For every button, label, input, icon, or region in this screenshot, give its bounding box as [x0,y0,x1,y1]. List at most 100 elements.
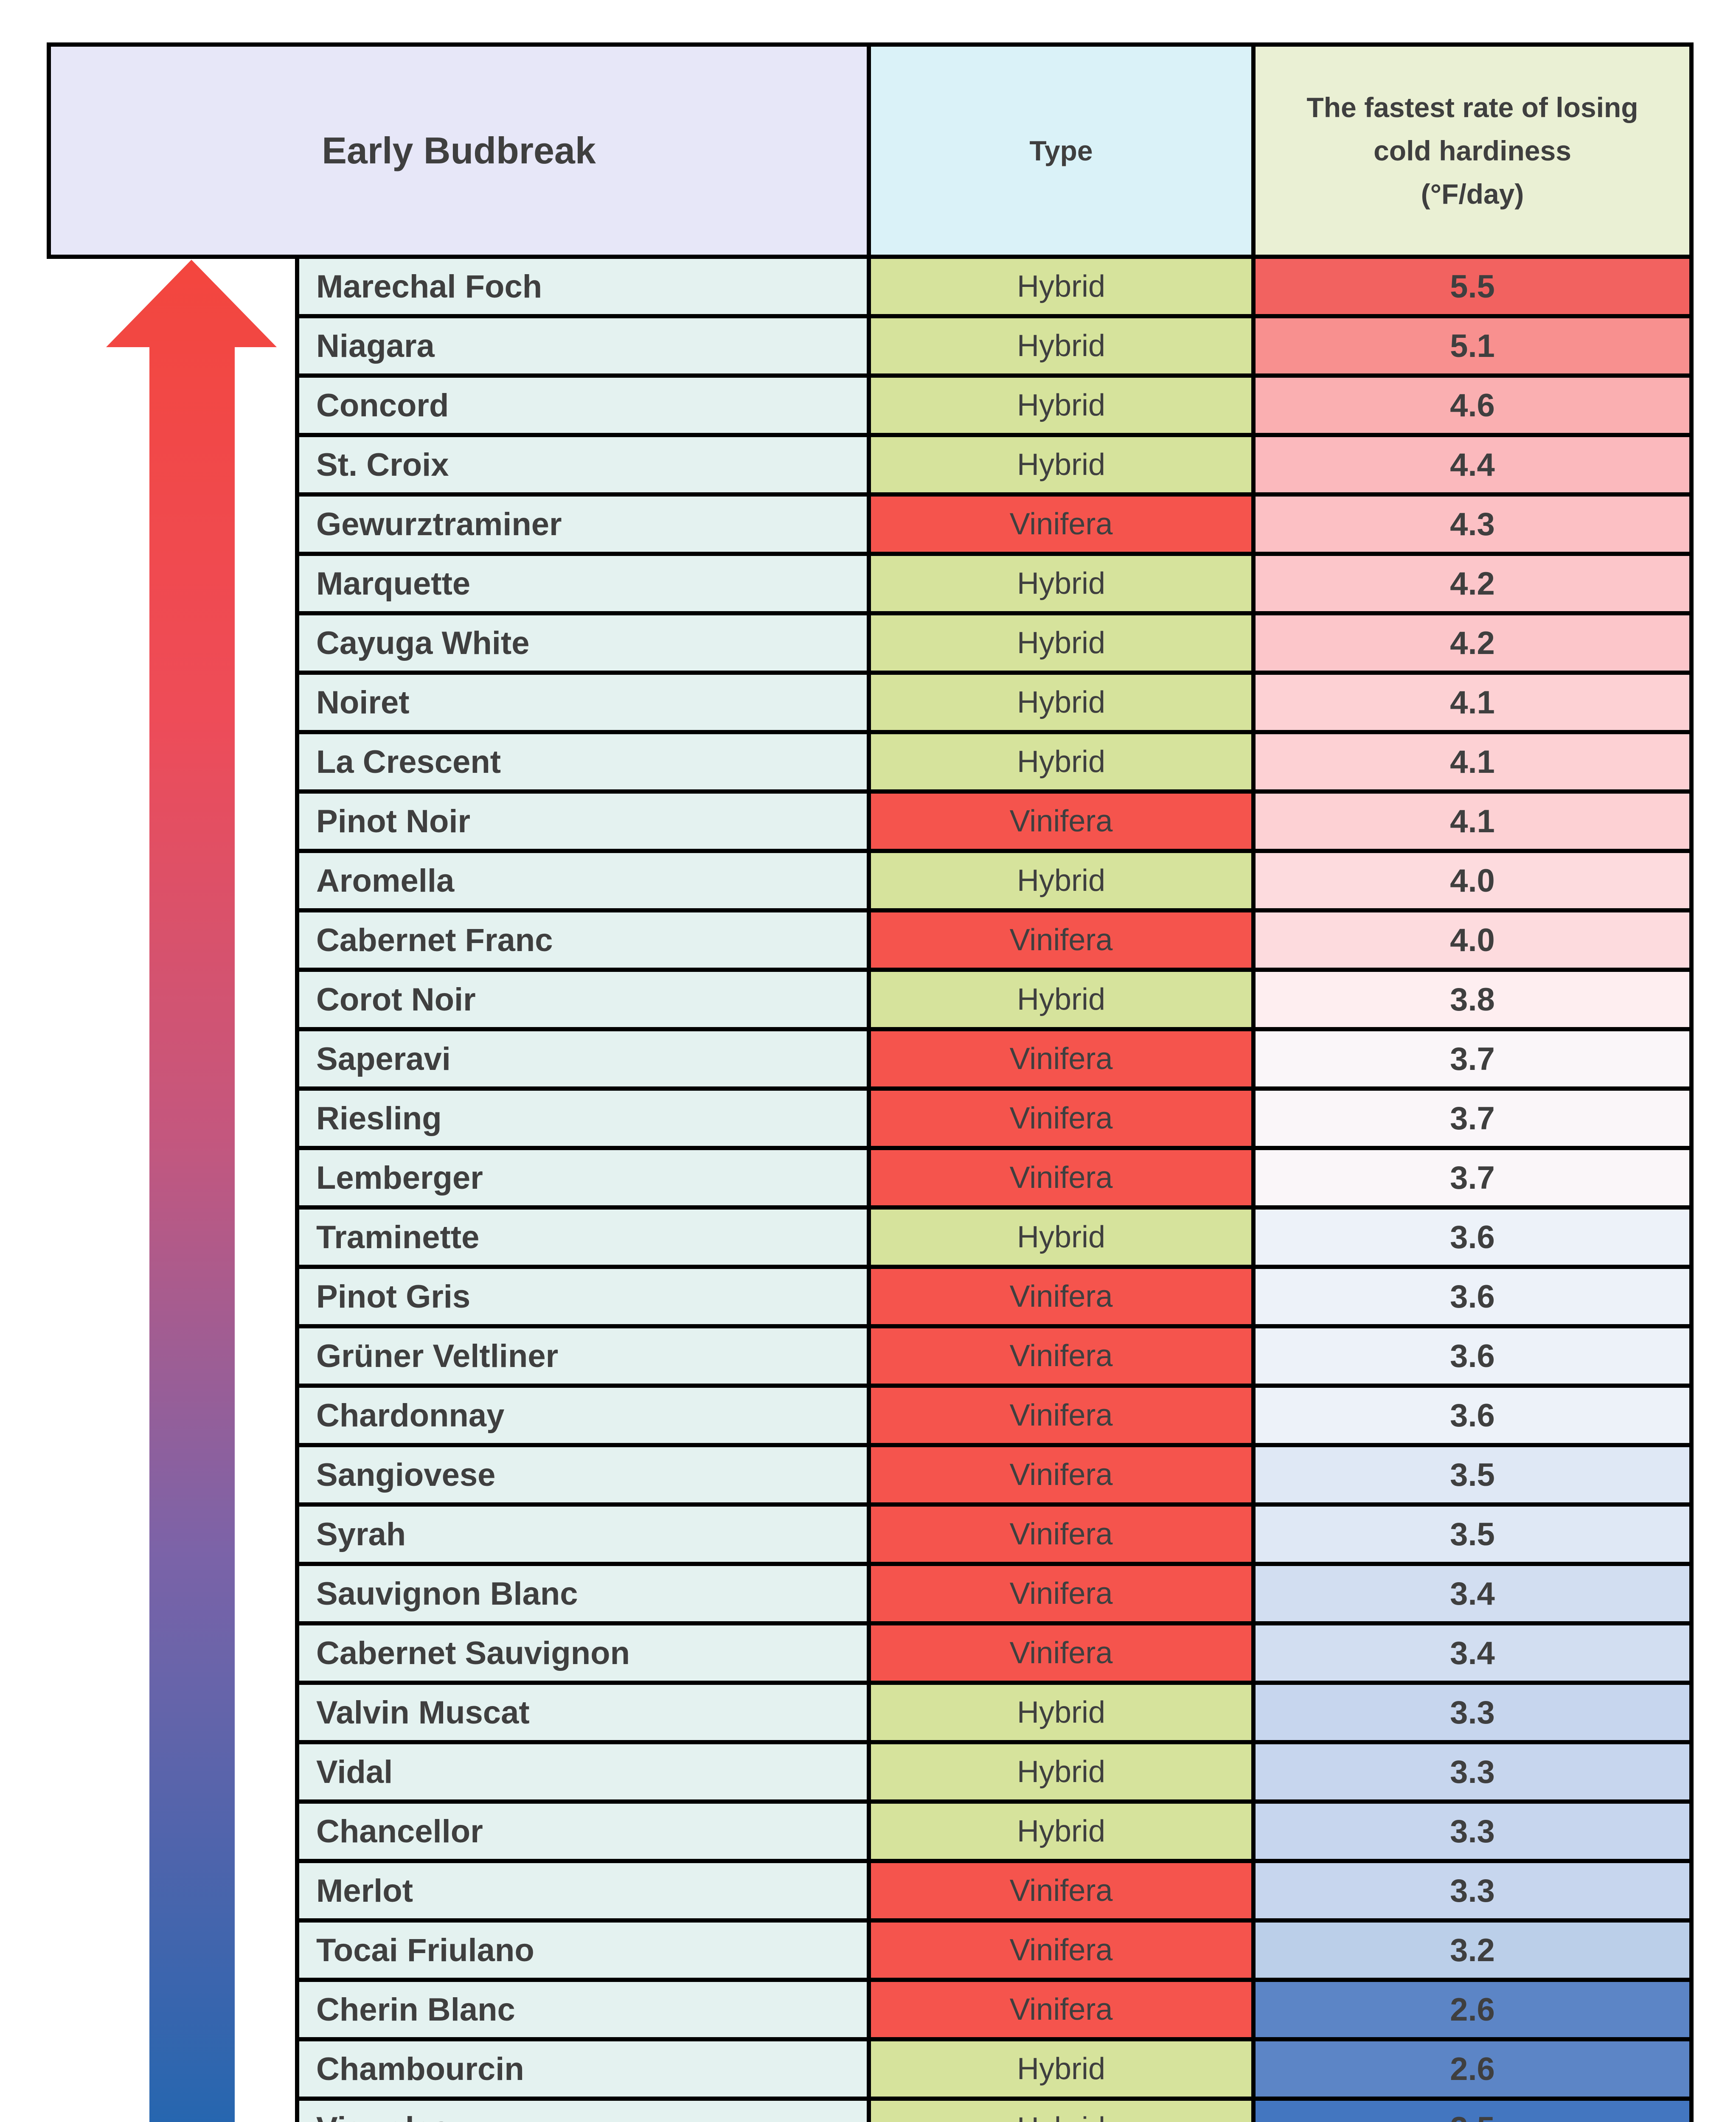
table-row: Marechal Foch Hybrid 5.5 [47,259,1694,318]
table-row: Lemberger Vinifera 3.7 [47,1150,1694,1210]
variety-name-cell: Grüner Veltliner [295,1328,871,1388]
hardiness-rate-cell: 3.3 [1256,1685,1694,1744]
table-row: VignolesHybrid2.5 [47,2101,1694,2122]
table-row: Chambourcin Hybrid 2.6 [47,2041,1694,2101]
variety-name-cell: Pinot Noir [295,794,871,853]
hardiness-rate-cell: 3.6 [1256,1388,1694,1447]
arrow-gutter [47,794,295,853]
table-row: Saperavi Vinifera 3.7 [47,1031,1694,1091]
variety-name-cell: Valvin Muscat [295,1685,871,1744]
variety-type-cell: Vinifera [871,1091,1256,1150]
hardiness-rate-cell: 3.6 [1256,1269,1694,1328]
variety-type-cell: Hybrid [871,2101,1256,2122]
variety-name-cell: Cabernet Sauvignon [295,1625,871,1685]
variety-name-cell: Corot Noir [295,972,871,1031]
variety-name-cell: Chancellor [295,1804,871,1863]
hardiness-rate-cell: 4.0 [1256,853,1694,912]
variety-type-cell: Vinifera [871,1507,1256,1566]
hardiness-rate-cell: 3.3 [1256,1804,1694,1863]
arrow-gutter [47,2041,295,2101]
table-row: Aromella Hybrid 4.0 [47,853,1694,912]
variety-name-cell: Merlot [295,1863,871,1923]
hardiness-rate-cell: 4.1 [1256,675,1694,734]
variety-type-cell: Hybrid [871,615,1256,675]
table-row: Grüner Veltliner Vinifera 3.6 [47,1328,1694,1388]
table-row: Cayuga White Hybrid 4.2 [47,615,1694,675]
arrow-gutter [47,1744,295,1804]
variety-type-cell: Vinifera [871,1031,1256,1091]
hardiness-rate-cell: 3.7 [1256,1150,1694,1210]
variety-name-cell: Cabernet Franc [295,912,871,972]
arrow-gutter [47,259,295,318]
arrow-gutter [47,437,295,497]
variety-name-cell: Aromella [295,853,871,912]
variety-name-cell: Cayuga White [295,615,871,675]
table-row: La Crescent Hybrid 4.1 [47,734,1694,794]
arrow-gutter [47,1685,295,1744]
table-row: Valvin Muscat Hybrid 3.3 [47,1685,1694,1744]
arrow-gutter [47,1269,295,1328]
variety-name-cell: La Crescent [295,734,871,794]
table-row: Noiret Hybrid 4.1 [47,675,1694,734]
arrow-gutter [47,1328,295,1388]
table-row: Concord Hybrid 4.6 [47,378,1694,437]
table-row: Merlot Vinifera 3.3 [47,1863,1694,1923]
variety-type-cell: Vinifera [871,1150,1256,1210]
variety-type-cell: Hybrid [871,556,1256,615]
variety-name-cell: Syrah [295,1507,871,1566]
hardiness-rate-cell: 4.1 [1256,734,1694,794]
hardiness-rate-cell: 3.3 [1256,1744,1694,1804]
variety-name-cell: Cherin Blanc [295,1982,871,2041]
hardiness-rate-cell: 3.5 [1256,1507,1694,1566]
arrow-gutter [47,912,295,972]
arrow-gutter [47,497,295,556]
variety-name-cell: St. Croix [295,437,871,497]
variety-type-cell: Hybrid [871,318,1256,378]
table-row: St. Croix Hybrid 4.4 [47,437,1694,497]
hardiness-rate-cell: 4.2 [1256,615,1694,675]
variety-type-cell: Vinifera [871,497,1256,556]
variety-name-cell: Riesling [295,1091,871,1150]
variety-name-cell: Marechal Foch [295,259,871,318]
arrow-gutter [47,1210,295,1269]
header-rate-line: cold hardiness [1374,135,1571,166]
table-row: Chardonnay Vinifera 3.6 [47,1388,1694,1447]
variety-name-cell: Lemberger [295,1150,871,1210]
variety-name-cell: Pinot Gris [295,1269,871,1328]
variety-name-cell: Traminette [295,1210,871,1269]
hardiness-rate-cell: 3.6 [1256,1328,1694,1388]
variety-type-cell: Vinifera [871,1863,1256,1923]
table-row: Vidal Hybrid 3.3 [47,1744,1694,1804]
arrow-gutter [47,378,295,437]
variety-type-cell: Hybrid [871,972,1256,1031]
header-type: Type [871,42,1256,259]
hardiness-rate-cell: 4.6 [1256,378,1694,437]
hardiness-rate-cell: 3.7 [1256,1031,1694,1091]
hardiness-rate-cell: 5.5 [1256,259,1694,318]
arrow-gutter [47,734,295,794]
hardiness-rate-cell: 3.4 [1256,1625,1694,1685]
arrow-gutter [47,1447,295,1507]
arrow-gutter [47,1982,295,2041]
variety-name-cell: Tocai Friulano [295,1923,871,1982]
table-row: Cabernet Sauvignon Vinifera 3.4 [47,1625,1694,1685]
table-row: Traminette Hybrid 3.6 [47,1210,1694,1269]
hardiness-rate-cell: 5.1 [1256,318,1694,378]
arrow-gutter [47,853,295,912]
table-row: Corot Noir Hybrid 3.8 [47,972,1694,1031]
table-row: Cherin Blanc Vinifera 2.6 [47,1982,1694,2041]
arrow-gutter [47,1150,295,1210]
variety-type-cell: Vinifera [871,1388,1256,1447]
table-row: Tocai Friulano Vinifera 3.2 [47,1923,1694,1982]
arrow-gutter [47,1625,295,1685]
variety-name-cell: Gewurztraminer [295,497,871,556]
arrow-gutter [47,1923,295,1982]
variety-type-cell: Vinifera [871,1269,1256,1328]
arrow-gutter [47,972,295,1031]
table-body: Marechal Foch Hybrid 5.5 Niagara Hybrid 5.1 Co… [47,259,1694,2122]
header-rate-line: The fastest rate of losing [1306,91,1638,123]
table-row: Chancellor Hybrid 3.3 [47,1804,1694,1863]
variety-type-cell: Hybrid [871,1685,1256,1744]
table-row: Sangiovese Vinifera 3.5 [47,1447,1694,1507]
arrow-gutter [47,1507,295,1566]
